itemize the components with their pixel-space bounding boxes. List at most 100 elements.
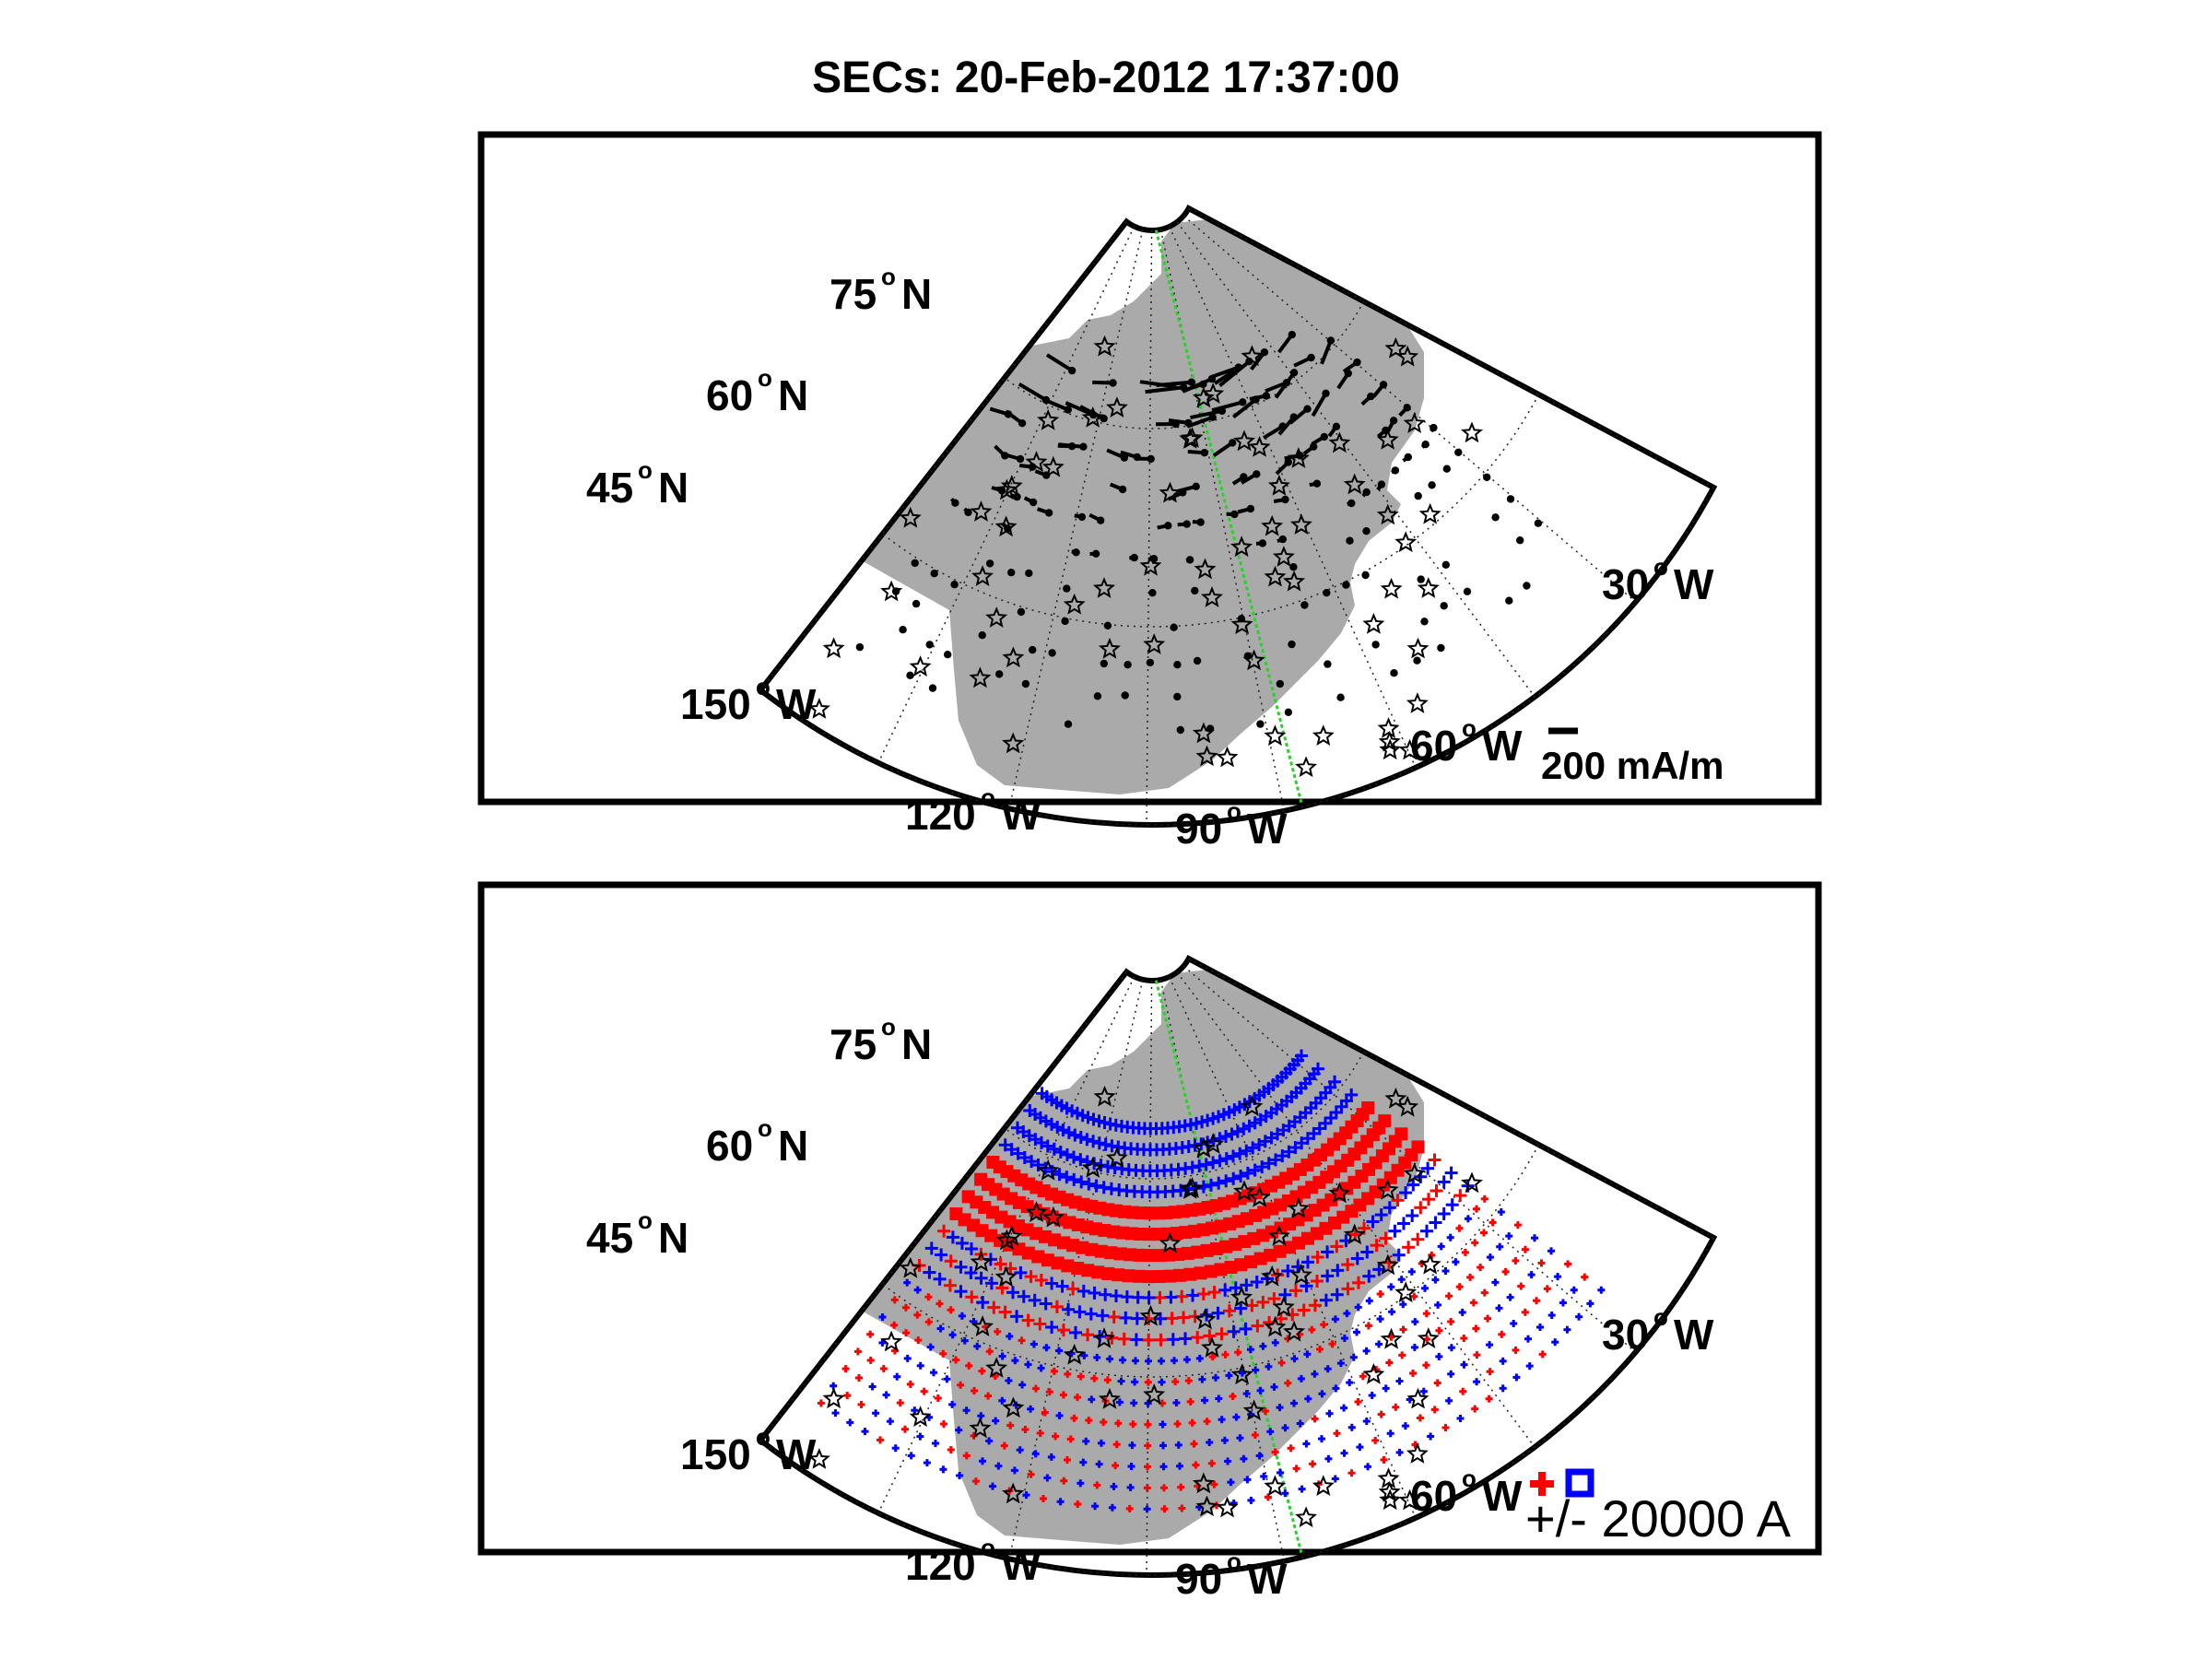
station-star: [1328, 1182, 1351, 1204]
station-star: [1267, 1224, 1290, 1246]
station-star: [971, 565, 994, 587]
grid-point: [1121, 691, 1129, 700]
station-star: [1376, 1253, 1399, 1276]
current-vector: [1214, 371, 1232, 385]
grid-point: [925, 641, 934, 649]
station-star: [1159, 1231, 1182, 1253]
station-star: [1105, 1147, 1128, 1169]
current-vector: [1145, 385, 1184, 394]
hemisphere-label: W: [1482, 1472, 1523, 1520]
current-vector: [1192, 520, 1201, 524]
current-vector: [1237, 507, 1252, 514]
current-vector: [1360, 394, 1372, 406]
degree-symbol: o: [758, 364, 772, 392]
station-star: [994, 515, 1018, 537]
station-star: [1241, 345, 1264, 367]
grid-point: [1300, 601, 1309, 609]
amplitude-legend: +/- 20000 A: [1525, 1468, 1792, 1547]
latitude-label: 75: [830, 1020, 877, 1068]
latitude-label: 45: [586, 1214, 633, 1262]
current-vector: [1023, 496, 1035, 504]
current-vector: [1361, 490, 1369, 498]
station-star: [1192, 1136, 1215, 1159]
sec-marker: [961, 1190, 975, 1204]
station-star: [822, 637, 845, 659]
current-vector: [963, 507, 970, 514]
current-vector: [1336, 371, 1350, 390]
station-star: [970, 500, 993, 522]
sec-marker: [1244, 1255, 1257, 1269]
current-vector: [1273, 498, 1286, 503]
hemisphere-label: W: [1674, 1311, 1714, 1359]
station-star: [880, 1330, 903, 1352]
hemisphere-label: N: [778, 1122, 808, 1170]
negative-symbol: [1565, 1468, 1594, 1498]
station-star: [1289, 1264, 1312, 1286]
station-star: [1002, 1396, 1025, 1418]
hemisphere-label: N: [658, 1214, 688, 1262]
hemisphere-label: W: [776, 1430, 817, 1478]
station-star: [1264, 724, 1287, 747]
current-vector: [1074, 513, 1083, 519]
station-star: [909, 1406, 932, 1428]
station-star: [1394, 1281, 1418, 1303]
current-vector: [1187, 450, 1205, 455]
hemisphere-label: W: [1482, 722, 1523, 770]
positive-symbol: [1530, 1472, 1554, 1496]
sec-marker: [1142, 1270, 1156, 1284]
sec-marker: [1204, 1265, 1218, 1278]
grid-point: [1025, 569, 1033, 578]
degree-symbol: o: [756, 1423, 771, 1451]
sec-amplitude-markers: [817, 1049, 1606, 1513]
sec-marker: [1214, 1263, 1228, 1277]
current-vector: [994, 444, 1006, 457]
sec-marker: [1101, 1266, 1115, 1280]
grid-point: [1067, 442, 1077, 451]
current-vector: [1057, 443, 1073, 449]
station-star: [1378, 730, 1401, 752]
current-vector: [1255, 541, 1264, 546]
grid-point: [1505, 596, 1513, 605]
station-star: [1264, 1315, 1287, 1337]
current-vector: [1371, 383, 1385, 398]
station-star: [1194, 558, 1217, 580]
station-star: [1098, 1387, 1122, 1409]
grid-point: [1124, 661, 1132, 669]
station-star: [1418, 502, 1441, 524]
station-star: [1242, 1399, 1265, 1421]
station-star: [1398, 738, 1421, 760]
grid-point: [1103, 621, 1112, 629]
station-star: [1287, 447, 1310, 468]
grid-point: [1256, 720, 1265, 728]
hemisphere-label: N: [901, 270, 932, 318]
longitude-label: 60: [1410, 1472, 1457, 1520]
land-mass: [760, 208, 1424, 794]
station-star: [1267, 474, 1290, 496]
station-star: [1403, 412, 1426, 434]
station-star: [1403, 1162, 1426, 1184]
latitude-label: 45: [586, 464, 633, 512]
grid-point: [1061, 617, 1069, 626]
grid-point: [1029, 645, 1037, 654]
grid-point: [911, 559, 919, 568]
station-star: [1398, 1488, 1421, 1511]
magnetic-meridian-line: [1154, 980, 1303, 1553]
grid-point: [1063, 584, 1071, 593]
station-star: [1343, 473, 1366, 495]
degree-symbol: o: [638, 456, 653, 484]
map-panel: [756, 205, 1718, 828]
station-star: [1261, 1265, 1284, 1287]
longitude-gridline: [759, 971, 1127, 1441]
current-vector: [1071, 549, 1077, 555]
degree-symbol: o: [1653, 553, 1668, 581]
grid-point: [855, 642, 865, 652]
current-vector: [1250, 350, 1266, 371]
amplitude-label: +/- 20000 A: [1525, 1489, 1792, 1547]
station-star: [995, 478, 1018, 500]
sec-marker: [1183, 1267, 1197, 1281]
magnetic-meridian-line: [1154, 229, 1303, 803]
station-star: [971, 1315, 994, 1337]
grid-point: [1230, 510, 1239, 519]
grid-point: [985, 559, 994, 568]
